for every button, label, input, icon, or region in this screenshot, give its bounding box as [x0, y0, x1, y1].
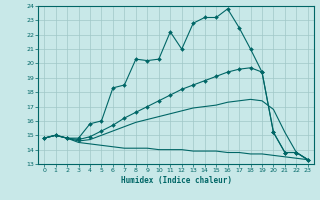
X-axis label: Humidex (Indice chaleur): Humidex (Indice chaleur) — [121, 176, 231, 185]
